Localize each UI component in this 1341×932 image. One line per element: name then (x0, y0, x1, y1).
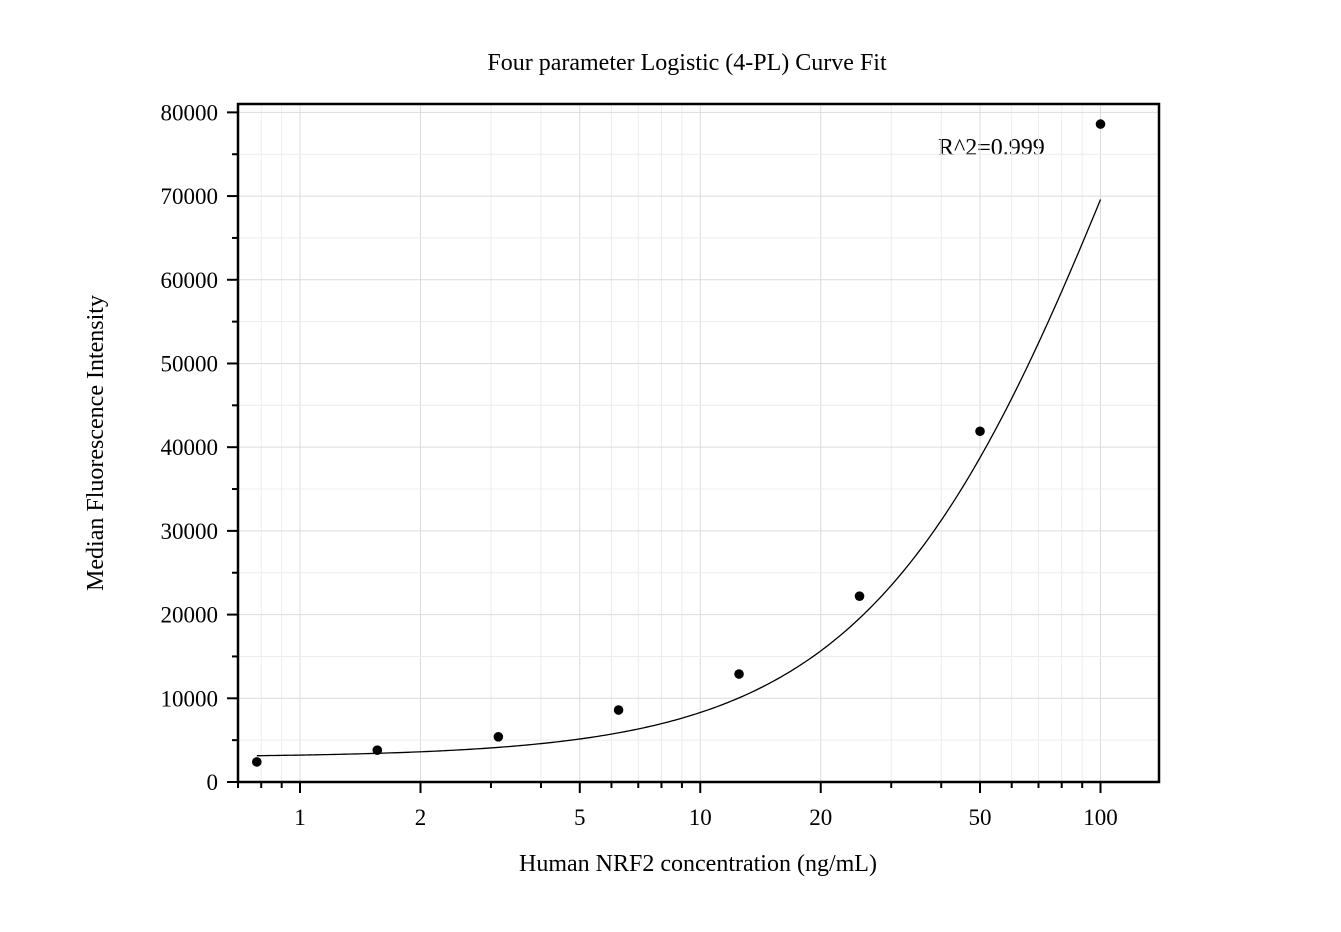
data-point (854, 591, 865, 601)
data-point (975, 426, 985, 437)
x-tick-label: 1 (294, 805, 306, 830)
y-tick-label: 60000 (161, 268, 219, 293)
x-tick-label: 100 (1083, 805, 1118, 830)
x-tick-label: 10 (689, 805, 712, 830)
r-squared-annotation: R^2=0.999 (938, 135, 1045, 161)
chart-title: Four parameter Logistic (4-PL) Curve Fit (487, 50, 887, 76)
plot-frame (236, 102, 1161, 784)
x-tick-label: 20 (809, 805, 832, 830)
y-tick-label: 0 (207, 770, 219, 795)
y-tick-label: 30000 (161, 519, 219, 544)
x-tick-label: 5 (574, 805, 586, 830)
data-point (734, 669, 744, 679)
data-point (252, 757, 262, 767)
axis-ticks (227, 111, 1102, 793)
fit-curve (256, 199, 1102, 757)
x-tick-label: 50 (969, 805, 992, 830)
tick-labels: 1 2 5 10 20 50 100 0 10000 20000 30000 40000 50000 60… (161, 100, 1118, 830)
y-axis-title: Median Fluorescence Intensity (83, 295, 109, 591)
y-tick-label: 20000 (161, 603, 219, 628)
y-tick-label: 80000 (161, 100, 219, 125)
x-axis-title: Human NRF2 concentration (ng/mL) (519, 851, 877, 877)
y-tick-label: 40000 (161, 435, 219, 460)
grid-lines (237, 104, 1159, 782)
y-tick-label: 50000 (161, 351, 219, 376)
y-tick-label: 70000 (161, 184, 219, 209)
data-point (613, 705, 624, 715)
data-points (252, 119, 1106, 767)
data-point (493, 732, 504, 742)
x-tick-label: 2 (415, 805, 427, 830)
y-tick-label: 10000 (161, 686, 219, 711)
data-point (1095, 119, 1106, 129)
data-point (372, 745, 383, 755)
